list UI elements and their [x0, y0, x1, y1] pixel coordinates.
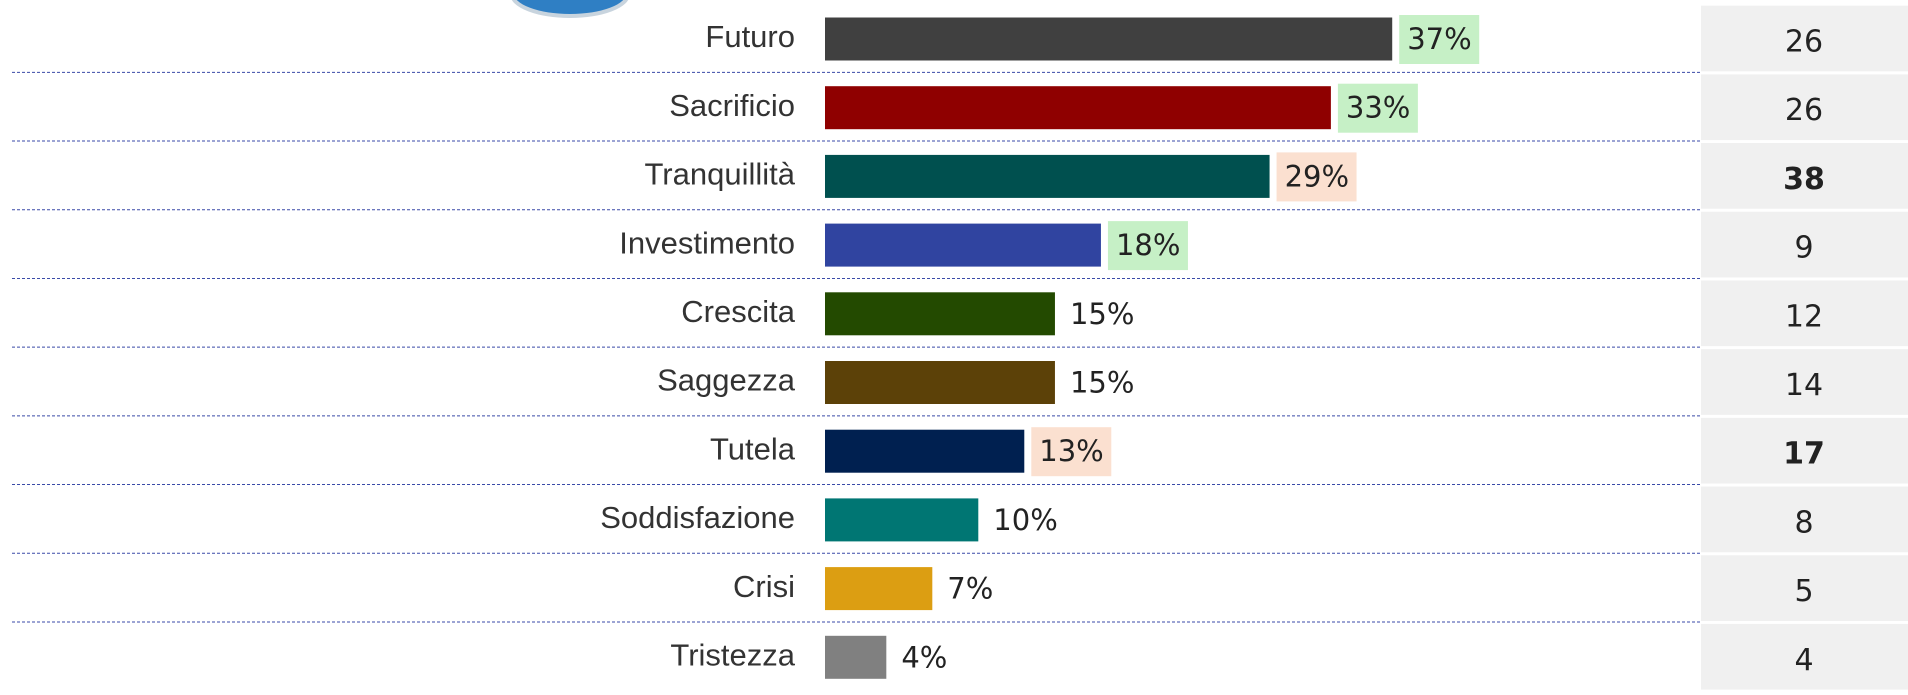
category-label: Saggezza — [657, 363, 796, 398]
category-label: Soddisfazione — [600, 500, 795, 535]
side-value: 14 — [1785, 368, 1823, 403]
value-label: 10% — [993, 503, 1057, 537]
side-value: 26 — [1785, 25, 1823, 60]
value-label: 18% — [1116, 228, 1180, 262]
bar — [825, 292, 1055, 336]
bar — [825, 498, 979, 542]
side-value: 38 — [1783, 162, 1825, 197]
side-cell — [1701, 211, 1908, 278]
value-label: 7% — [947, 572, 993, 606]
label-highlight — [1107, 221, 1188, 271]
value-label: 33% — [1346, 91, 1410, 125]
side-value: 4 — [1794, 643, 1813, 678]
bar — [825, 567, 933, 611]
bar — [825, 154, 1270, 198]
side-cell — [1701, 623, 1908, 690]
label-highlight — [1337, 83, 1418, 133]
value-label: 15% — [1070, 297, 1134, 331]
category-label: Tranquillità — [645, 157, 796, 192]
value-label: 29% — [1285, 159, 1349, 193]
side-value: 8 — [1794, 505, 1813, 540]
side-cell — [1701, 5, 1908, 72]
side-value: 5 — [1794, 574, 1813, 609]
bar — [825, 223, 1101, 267]
side-cell — [1701, 349, 1908, 415]
label-highlight — [1031, 427, 1112, 477]
side-cell — [1701, 74, 1908, 141]
bar — [825, 86, 1331, 130]
bar — [825, 17, 1393, 61]
side-cell — [1701, 143, 1908, 209]
side-value: 12 — [1785, 299, 1823, 334]
side-cell — [1701, 280, 1908, 347]
category-label: Crisi — [733, 569, 795, 604]
bar — [825, 361, 1055, 404]
bar — [825, 429, 1025, 473]
bar — [825, 635, 887, 679]
category-label: Tutela — [710, 431, 796, 466]
side-cell — [1701, 555, 1908, 621]
category-label: Crescita — [681, 294, 795, 329]
label-highlight — [1399, 15, 1480, 64]
label-highlight — [1276, 152, 1357, 202]
value-label: 13% — [1039, 434, 1103, 468]
category-label: Futuro — [705, 19, 795, 54]
value-label: 37% — [1407, 22, 1471, 56]
category-label: Sacrificio — [669, 88, 795, 123]
value-label: 15% — [1070, 366, 1134, 400]
category-label: Tristezza — [670, 637, 795, 672]
side-cell — [1701, 486, 1908, 553]
side-value: 9 — [1794, 231, 1813, 266]
category-label: Investimento — [619, 225, 795, 260]
side-cell — [1701, 417, 1908, 484]
side-value: 26 — [1785, 93, 1823, 128]
logo-icon — [511, 0, 629, 18]
side-value: 17 — [1783, 437, 1825, 472]
value-label: 4% — [901, 640, 947, 674]
